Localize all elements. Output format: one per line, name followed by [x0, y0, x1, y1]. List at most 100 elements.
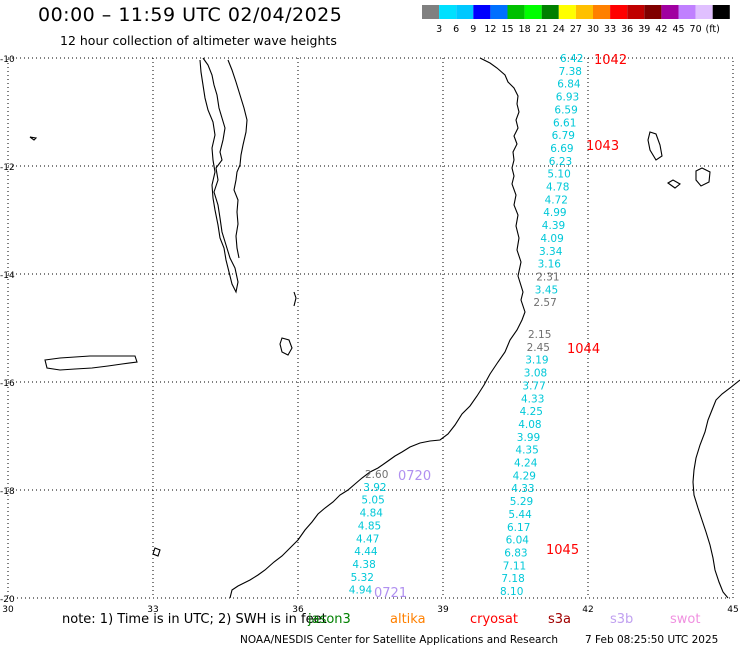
colorbar-label: 36 [621, 24, 633, 35]
colorbar-label: (ft) [706, 24, 720, 35]
wave-height-value: 4.78 [546, 182, 569, 194]
colorbar-swatch [712, 5, 730, 19]
lat-tick-label: -20 [0, 595, 15, 605]
lat-tick-label: -10 [0, 55, 15, 65]
wave-height-value: 4.24 [514, 458, 538, 470]
colorbar-legend: 3 6 9 12 15 18 21 24 27 30 33 36 39 42 45 70 (ft) [422, 5, 730, 35]
map-frame [7, 57, 734, 599]
track-time-label: 1043 [586, 139, 619, 154]
wave-height-value: 7.11 [503, 560, 526, 572]
wave-height-value: 2.31 [536, 271, 559, 283]
colorbar-label: 21 [536, 24, 548, 35]
wave-height-value: 6.83 [504, 547, 527, 559]
wave-height-value: 7.18 [501, 573, 524, 585]
colorbar-swatch [456, 5, 474, 19]
wave-height-value: 3.45 [535, 284, 558, 296]
colorbar-label: 30 [587, 24, 599, 35]
colorbar-swatch [661, 5, 679, 19]
lon-tick-label: 45 [727, 605, 738, 615]
wave-height-value: 6.04 [506, 535, 530, 547]
wave-height-value: 5.10 [547, 169, 570, 181]
lon-tick-label: 30 [2, 605, 14, 615]
wave-height-value: 3.99 [517, 432, 540, 444]
colorbar-label: 18 [519, 24, 531, 35]
colorbar-label: 3 [436, 24, 442, 35]
wave-height-value: 2.57 [533, 297, 556, 309]
colorbar-swatch [422, 5, 440, 19]
wave-height-value: 2.60 [365, 469, 388, 481]
colorbar-label: 27 [570, 24, 582, 35]
wave-height-value: 6.93 [556, 92, 579, 104]
lon-tick-label: 33 [147, 605, 158, 615]
wave-height-value: 4.47 [356, 533, 379, 545]
colorbar-label: 39 [638, 24, 650, 35]
wave-height-value: 5.32 [351, 572, 374, 584]
wave-height-value: 4.85 [358, 520, 381, 532]
wave-height-value: 4.09 [540, 233, 563, 245]
wave-height-value: 4.39 [542, 220, 565, 232]
colorbar-swatch [678, 5, 696, 19]
lat-tick-label: -18 [0, 487, 15, 497]
wave-height-value: 4.44 [354, 546, 378, 558]
colorbar-swatch [507, 5, 525, 19]
wave-height-value: 2.15 [528, 329, 551, 341]
wave-height-value: 5.44 [508, 509, 532, 521]
wave-height-value: 4.72 [545, 194, 568, 206]
track-time-label: 1045 [546, 543, 579, 558]
colorbar-swatch [473, 5, 491, 19]
wave-height-value: 4.33 [521, 393, 544, 405]
colorbar-label: 12 [484, 24, 496, 35]
track-time-label: 0720 [398, 469, 431, 484]
colorbar-label: 70 [690, 24, 702, 35]
colorbar-label: 6 [453, 24, 459, 35]
wave-height-value: 6.61 [553, 117, 576, 129]
track-time-label: 1042 [594, 53, 627, 68]
altimeter-tracks: 6.427.386.846.936.596.616.796.696.235.10… [349, 53, 627, 601]
wave-height-value: 4.35 [515, 445, 538, 457]
lat-tick-label: -14 [0, 271, 15, 281]
satellite-s3a-label: s3a [548, 612, 572, 627]
wave-height-value: 3.92 [363, 482, 386, 494]
colorbar-label: 33 [604, 24, 616, 35]
wave-height-value: 6.84 [557, 79, 581, 91]
colorbar-swatch [541, 5, 559, 19]
wave-height-value: 6.69 [550, 143, 573, 155]
wave-height-value: 5.29 [510, 496, 533, 508]
wave-height-value: 6.42 [560, 53, 583, 65]
lon-tick-label: 42 [582, 605, 593, 615]
map-title: 00:00 – 11:59 UTC 02/04/2025 [38, 4, 343, 26]
colorbar-swatch [575, 5, 593, 19]
satellite-altika-label: altika [390, 612, 426, 627]
wave-height-value: 3.34 [539, 246, 563, 258]
colorbar-swatch [490, 5, 508, 19]
wave-height-value: 5.05 [361, 495, 384, 507]
timestamp-text: 7 Feb 08:25:50 UTC 2025 [585, 634, 719, 646]
wave-height-value: 7.38 [559, 66, 582, 78]
wave-height-value: 3.08 [524, 368, 547, 380]
wave-height-value: 4.08 [518, 419, 541, 431]
colorbar-swatch [644, 5, 662, 19]
satellite-swot-label: swot [670, 612, 701, 627]
wave-height-value: 8.10 [500, 586, 523, 598]
lat-lon-grid: 30 33 36 39 42 45 -10 -12 -14 -16 -18 -20 [0, 55, 739, 615]
wave-height-value: 4.29 [513, 470, 536, 482]
coastline [29, 57, 740, 599]
satellite-jason3-label: jason3 [308, 612, 351, 627]
wave-height-value: 2.45 [527, 342, 550, 354]
satellite-cryosat-label: cryosat [470, 612, 518, 627]
colorbar-swatch [524, 5, 542, 19]
colorbar-swatch [627, 5, 645, 19]
footer-note: note: 1) Time is in UTC; 2) SWH is in fe… [62, 612, 327, 627]
map-subtitle: 12 hour collection of altimeter wave hei… [60, 33, 337, 48]
wave-height-value: 3.77 [522, 380, 545, 392]
wave-height-value: 4.38 [352, 559, 375, 571]
colorbar-label: 9 [470, 24, 476, 35]
wave-height-value: 4.33 [511, 483, 534, 495]
wave-height-value: 6.79 [552, 130, 575, 142]
colorbar-swatch [439, 5, 457, 19]
wave-height-value: 6.59 [554, 104, 577, 116]
wave-height-value: 4.84 [360, 508, 384, 520]
lon-tick-label: 39 [437, 605, 449, 615]
wave-height-value: 3.16 [538, 259, 562, 271]
